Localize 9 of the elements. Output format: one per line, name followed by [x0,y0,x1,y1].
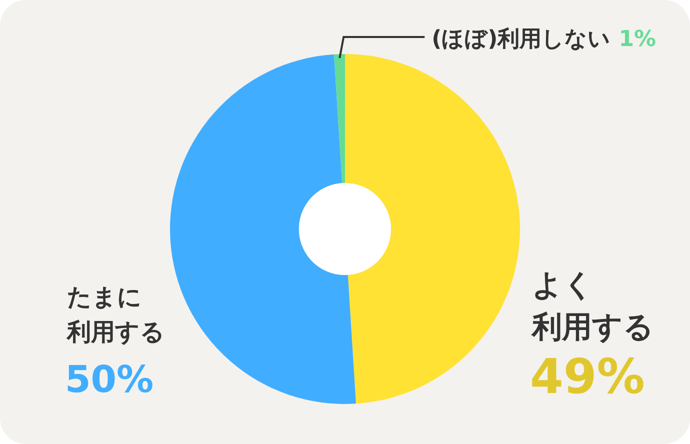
donut-slice [345,54,520,404]
donut-slice [170,54,356,404]
donut-slice [334,54,345,184]
data-label: 1% [618,27,656,52]
data-label: 50% [65,358,154,401]
slice-label: よく利用する [531,268,654,345]
data-label: 49% [530,349,645,405]
slice-label: たまに利用する [66,283,165,346]
slice-label: (ほぼ)利用しない [432,27,611,52]
